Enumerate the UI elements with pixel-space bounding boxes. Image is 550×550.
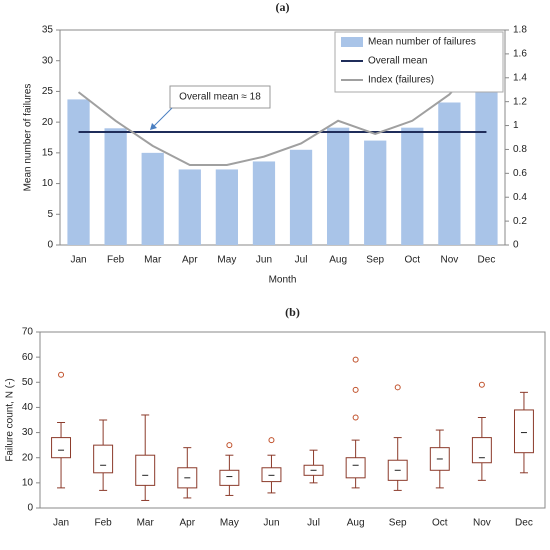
- outlier: [352, 386, 359, 393]
- x-tick-label: Jan: [70, 255, 86, 266]
- outlier: [352, 356, 359, 363]
- box: [135, 454, 156, 486]
- annotation: Overall mean ≈ 18: [179, 92, 261, 103]
- y2-tick-label: 0.4: [513, 192, 527, 203]
- y-tick-label: 0: [27, 503, 33, 514]
- x-tick-label: Jun: [263, 518, 279, 529]
- y-tick-label: 20: [42, 117, 54, 128]
- box: [345, 457, 366, 479]
- y2-tick-label: 0.6: [513, 168, 527, 179]
- x-tick-label: Feb: [107, 255, 125, 266]
- chart-title: (b): [285, 305, 300, 319]
- y-tick-label: 5: [47, 209, 53, 220]
- outlier: [352, 414, 359, 421]
- legend-label: Overall mean: [368, 56, 427, 67]
- y2-tick-label: 1.2: [513, 96, 527, 107]
- line: [77, 52, 488, 166]
- box: [513, 409, 534, 454]
- y2-tick-label: 0: [513, 240, 519, 251]
- bar: [438, 102, 461, 245]
- y-tick-label: 35: [42, 25, 54, 36]
- annotation-arrow: [151, 107, 173, 129]
- x-tick-label: Dec: [478, 255, 496, 266]
- y-tick-label: 30: [42, 55, 54, 66]
- x-tick-label: Feb: [95, 518, 113, 529]
- y-tick-label: 30: [22, 427, 34, 438]
- x-tick-label: Apr: [180, 518, 196, 529]
- y2-tick-label: 1.4: [513, 72, 527, 83]
- y2-tick-label: 1.8: [513, 25, 527, 36]
- x-tick-label: Oct: [432, 518, 448, 529]
- x-tick-label: Jun: [256, 255, 272, 266]
- legend-swatch: [341, 37, 363, 47]
- y-tick-label: 40: [22, 402, 34, 413]
- plot-frame: [59, 29, 506, 246]
- y-tick-label: 0: [47, 240, 53, 251]
- y-tick-label: 50: [22, 377, 34, 388]
- bar: [141, 152, 164, 245]
- x-tick-label: Aug: [347, 518, 365, 529]
- legend-label: Mean number of failures: [368, 37, 476, 48]
- x-tick-label: Sep: [389, 518, 407, 529]
- legend-label: Index (failures): [368, 75, 434, 86]
- bar: [327, 127, 350, 245]
- bar: [364, 140, 387, 245]
- bar: [67, 99, 90, 246]
- bar: [289, 149, 313, 245]
- outlier: [478, 381, 485, 388]
- outlier: [394, 384, 401, 391]
- outlier: [268, 437, 275, 444]
- y-axis-label: Mean number of failures: [23, 84, 34, 192]
- bar: [104, 128, 127, 245]
- box: [51, 437, 72, 459]
- bar: [252, 161, 276, 245]
- arrow-head: [150, 123, 157, 130]
- y-tick-label: 15: [42, 147, 54, 158]
- y-tick-label: 10: [42, 178, 54, 189]
- y2-tick-label: 0.2: [513, 216, 527, 227]
- y-tick-label: 20: [22, 452, 34, 463]
- box: [219, 469, 240, 486]
- x-tick-label: Mar: [137, 518, 155, 529]
- y2-tick-label: 1: [513, 120, 519, 131]
- x-tick-label: Dec: [515, 518, 533, 529]
- x-tick-label: Nov: [473, 518, 491, 529]
- x-tick-label: May: [220, 518, 239, 529]
- x-tick-label: Apr: [182, 255, 198, 266]
- y2-tick-label: 0.8: [513, 144, 527, 155]
- x-tick-label: Jul: [307, 518, 320, 529]
- x-tick-label: Oct: [405, 255, 421, 266]
- y-tick-label: 60: [22, 352, 34, 363]
- annotation-box: [169, 85, 271, 109]
- box: [261, 467, 282, 483]
- y-tick-label: 25: [42, 86, 54, 97]
- x-tick-label: Sep: [366, 255, 384, 266]
- x-tick-label: Aug: [329, 255, 347, 266]
- box: [93, 444, 114, 474]
- bar: [475, 63, 498, 246]
- y-axis-label: Failure count, N (-): [5, 378, 16, 461]
- bar: [401, 127, 424, 245]
- y-tick-label: 70: [22, 327, 34, 338]
- y-tick-label: 10: [22, 477, 34, 488]
- bar: [178, 169, 201, 245]
- x-tick-label: Jan: [53, 518, 69, 529]
- outlier: [58, 371, 65, 378]
- y2-tick-label: 1.6: [513, 49, 527, 60]
- x-axis-label: Month: [269, 275, 297, 286]
- x-tick-label: Nov: [440, 255, 458, 266]
- bar: [215, 169, 238, 245]
- chart-title: (a): [276, 0, 290, 14]
- x-tick-label: Jul: [295, 255, 308, 266]
- box: [471, 437, 492, 464]
- plot-frame: [39, 331, 546, 509]
- outlier: [226, 442, 233, 449]
- x-tick-label: May: [217, 255, 236, 266]
- x-tick-label: Mar: [144, 255, 162, 266]
